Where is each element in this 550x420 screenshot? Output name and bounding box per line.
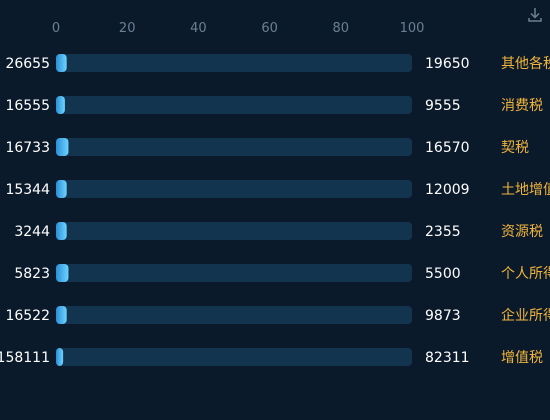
x-axis-ticks: 0 20 40 60 80 100 <box>52 21 425 36</box>
right-value-label: 82311 <box>425 350 470 366</box>
category-label: 企业所得税 <box>501 307 550 324</box>
bar[interactable] <box>56 180 67 198</box>
right-value-label: 9873 <box>425 308 461 324</box>
left-value-label: 5823 <box>14 266 50 282</box>
left-value-label: 26655 <box>5 56 50 72</box>
category-label: 资源税 <box>501 224 543 240</box>
download-icon[interactable] <box>526 6 544 24</box>
right-value-label: 19650 <box>425 56 470 72</box>
bar-track <box>56 96 412 114</box>
category-label: 土地增值税 <box>501 182 550 198</box>
left-value-label: 15344 <box>5 182 50 198</box>
bar-track <box>56 306 412 324</box>
bar-rows: 26655 19650 其他各税 16555 9555 消费税 16733 16570 契税 15… <box>0 54 550 366</box>
x-tick-label: 100 <box>400 21 425 36</box>
bar-track <box>56 54 412 72</box>
x-tick-label: 0 <box>52 21 60 36</box>
left-value-label: 16555 <box>5 98 50 114</box>
x-tick-label: 80 <box>333 21 350 36</box>
bar-track <box>56 222 412 240</box>
category-label: 个人所得税 <box>501 265 550 282</box>
x-tick-label: 60 <box>261 21 278 36</box>
right-value-label: 12009 <box>425 182 470 198</box>
right-value-label: 5500 <box>425 266 461 282</box>
left-value-label: 3244 <box>14 224 50 240</box>
right-value-label: 2355 <box>425 224 461 240</box>
bar[interactable] <box>56 54 67 72</box>
bar[interactable] <box>56 348 64 366</box>
bar-track <box>56 138 412 156</box>
bar-track <box>56 180 412 198</box>
left-value-label: 16733 <box>5 140 50 156</box>
bar[interactable] <box>56 264 69 282</box>
x-tick-label: 40 <box>190 21 207 36</box>
x-tick-label: 20 <box>119 21 136 36</box>
category-label: 契税 <box>501 140 529 156</box>
right-value-label: 9555 <box>425 98 461 114</box>
bar-track <box>56 264 412 282</box>
right-value-label: 16570 <box>425 140 470 156</box>
bar[interactable] <box>56 222 67 240</box>
bar[interactable] <box>56 306 67 324</box>
bar[interactable] <box>56 138 69 156</box>
left-value-label: 158111 <box>0 350 50 366</box>
bar-track <box>56 348 412 366</box>
category-label: 增值税 <box>501 350 543 366</box>
bar[interactable] <box>56 96 65 114</box>
category-label: 其他各税 <box>501 56 550 72</box>
left-value-label: 16522 <box>5 308 50 324</box>
category-label: 消费税 <box>501 98 543 114</box>
